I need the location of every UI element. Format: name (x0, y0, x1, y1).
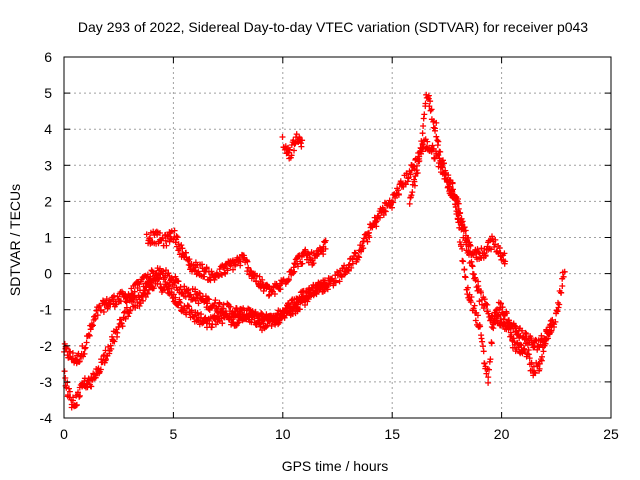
y-tick-label: 4 (44, 121, 52, 137)
data-series-cluster-10h (279, 131, 306, 162)
y-tick-label: -1 (40, 302, 53, 318)
data-series-track-upper (143, 227, 329, 299)
data-layer (61, 91, 568, 411)
y-tick-label: -2 (40, 338, 53, 354)
y-tick-label: 0 (44, 266, 52, 282)
x-tick-label: 5 (170, 426, 178, 442)
y-tick-label: 5 (44, 85, 52, 101)
y-tick-label: 2 (44, 193, 52, 209)
y-tick-label: -3 (40, 374, 53, 390)
y-tick-label: 6 (44, 49, 52, 65)
x-tick-label: 15 (384, 426, 400, 442)
x-axis-label: GPS time / hours (282, 458, 389, 474)
x-tick-label: 10 (275, 426, 291, 442)
data-series-track-lower (61, 272, 330, 411)
y-tick-label: 1 (44, 230, 52, 246)
y-tick-label: -4 (40, 410, 53, 426)
y-axis-label: SDTVAR / TECUs (7, 184, 23, 296)
x-tick-label: 20 (494, 426, 510, 442)
ticks: 0 5 10 15 20 25 -4 -3 -2 -1 0 1 2 3 4 5 6 (40, 49, 619, 442)
y-tick-label: 3 (44, 157, 52, 173)
x-tick-label: 25 (603, 426, 619, 442)
chart-title: Day 293 of 2022, Sidereal Day-to-day VTE… (78, 19, 588, 35)
data-series-track-secondary (406, 91, 555, 386)
x-tick-label: 0 (60, 426, 68, 442)
data-series-branch-late (445, 179, 509, 267)
